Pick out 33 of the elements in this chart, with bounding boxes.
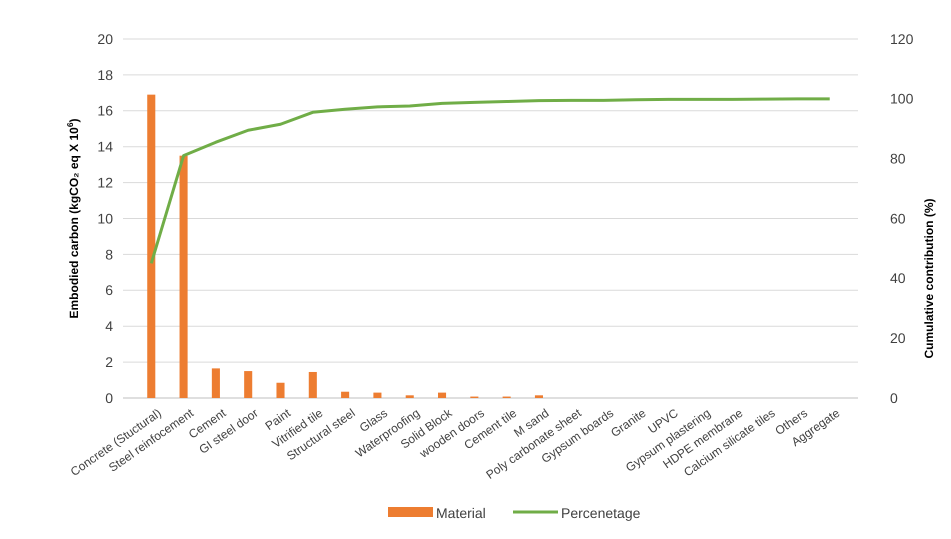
- y2-tick-label: 80: [890, 150, 906, 167]
- y-tick-label: 2: [105, 354, 114, 370]
- y-tick-label: 14: [97, 138, 114, 155]
- line-series: [150, 97, 832, 265]
- legend-label: Material: [436, 504, 486, 521]
- y-tick-label: 8: [105, 246, 114, 262]
- bar: [373, 392, 382, 398]
- y-tick-label: 10: [97, 210, 114, 226]
- y-tick-label: 16: [97, 102, 114, 119]
- y2-tick-label: 20: [890, 330, 906, 346]
- y-tick-label: 18: [97, 66, 114, 83]
- bar: [212, 368, 220, 398]
- y2-tick-label: 60: [890, 210, 906, 226]
- legend-label: Percenetage: [561, 504, 641, 521]
- y2-tick-label: 0: [890, 390, 898, 406]
- bar: [406, 395, 414, 398]
- bar: [180, 156, 188, 398]
- y2-tick-label: 100: [890, 90, 914, 107]
- bar: [244, 371, 252, 398]
- bar: [308, 372, 317, 398]
- bar: [438, 392, 446, 398]
- y-tick-label: 0: [105, 390, 114, 406]
- y-tick-label: 12: [97, 174, 114, 190]
- y-tick-label: 6: [105, 282, 114, 298]
- bar: [276, 382, 285, 398]
- bar: [341, 392, 350, 398]
- y-tick-label: 20: [97, 30, 114, 47]
- y2-tick-label: 40: [890, 270, 906, 286]
- y2-tick-label: 120: [890, 30, 914, 47]
- y-tick-label: 4: [105, 318, 114, 334]
- bar: [147, 94, 156, 398]
- bar: [534, 395, 543, 398]
- y2-axis-title: Cumulative contribution (%): [922, 198, 936, 358]
